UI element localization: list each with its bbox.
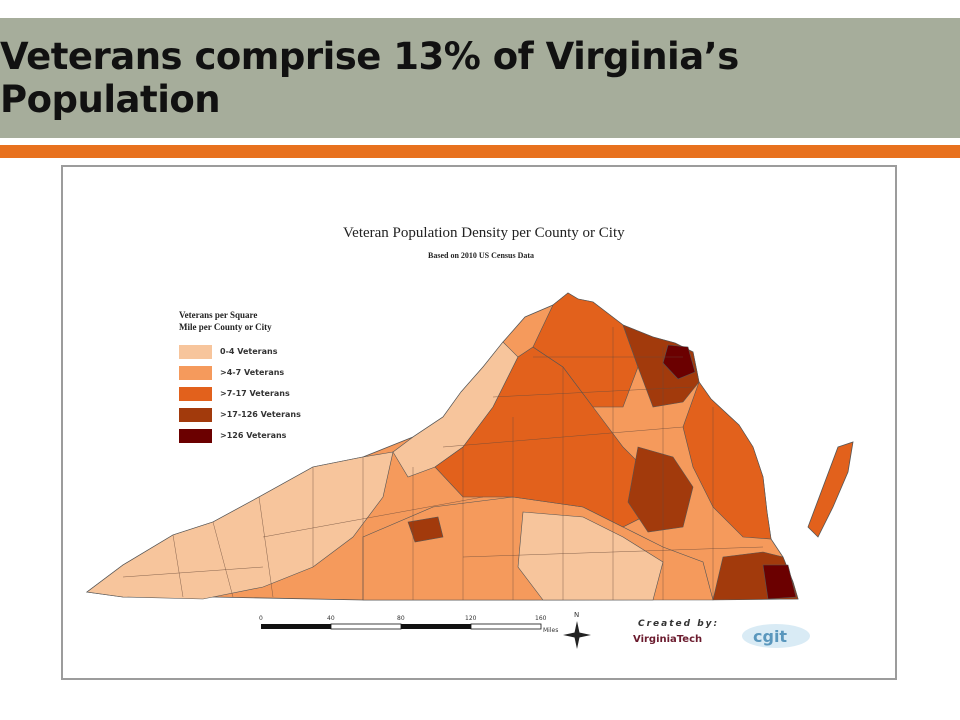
region-arlington (662, 344, 696, 380)
legend-item: 0-4 Veterans (179, 341, 339, 362)
region-richmond (627, 446, 694, 533)
scale-tick-label: 80 (397, 615, 405, 622)
slide-title: Veterans comprise 13% of Virginia’s Popu… (0, 35, 739, 121)
legend-swatch (179, 344, 212, 359)
region-roanoke (407, 516, 444, 543)
scale-segment (401, 624, 471, 629)
scale-segment (470, 623, 542, 630)
virginia-county-map (85, 292, 854, 649)
north-arrow (563, 621, 591, 649)
scale-tick-label: 120 (465, 615, 477, 622)
legend-label: >4-7 Veterans (220, 368, 285, 377)
virginia-tech-logo: VirginiaTech (633, 634, 703, 645)
north-label: N (574, 611, 580, 619)
legend-swatch (179, 428, 212, 443)
scale-tick-label: 40 (327, 615, 335, 622)
legend-swatch (179, 407, 212, 422)
region-valley (392, 341, 519, 478)
accent-rule (0, 145, 960, 158)
region-eastern-shore (807, 441, 854, 538)
scale-unit: Miles (543, 627, 559, 634)
legend-label: 0-4 Veterans (220, 347, 278, 356)
region-tidewater (682, 381, 772, 540)
legend-label: >7-17 Veterans (220, 389, 290, 398)
credit-created-by: Created by: (638, 619, 720, 629)
map-legend: Veterans per Square Mile per County or C… (179, 309, 339, 446)
header-band: Veterans comprise 13% of Virginia’s Popu… (0, 18, 960, 138)
scale-tick-label: 0 (259, 615, 263, 622)
legend-title-line1: Veterans per Square (179, 310, 258, 320)
svg-text:cgit: cgit (753, 627, 787, 646)
header-divider (0, 138, 960, 142)
legend-item: >4-7 Veterans (179, 362, 339, 383)
legend-item: >126 Veterans (179, 425, 339, 446)
map-subtitle: Based on 2010 US Census Data (428, 251, 535, 260)
map-figure: Veteran Population Density per County or… (61, 165, 897, 680)
legend-swatch (179, 386, 212, 401)
legend-item: >17-126 Veterans (179, 404, 339, 425)
scale-segment (330, 623, 402, 630)
cgit-logo: cgit (742, 624, 810, 648)
scale-segment (261, 624, 331, 629)
legend-title-line2: Mile per County or City (179, 322, 272, 332)
region-southside-light (517, 511, 664, 601)
county-lines (122, 327, 764, 600)
legend-swatch (179, 365, 212, 380)
region-norfolk (762, 564, 797, 600)
scale-bar (261, 623, 542, 630)
legend-label: >126 Veterans (220, 431, 287, 440)
map-title: Veteran Population Density per County or… (343, 225, 625, 241)
scale-tick-label: 160 (535, 615, 547, 622)
legend-label: >17-126 Veterans (220, 410, 301, 419)
legend-item: >7-17 Veterans (179, 383, 339, 404)
region-central (434, 346, 664, 528)
